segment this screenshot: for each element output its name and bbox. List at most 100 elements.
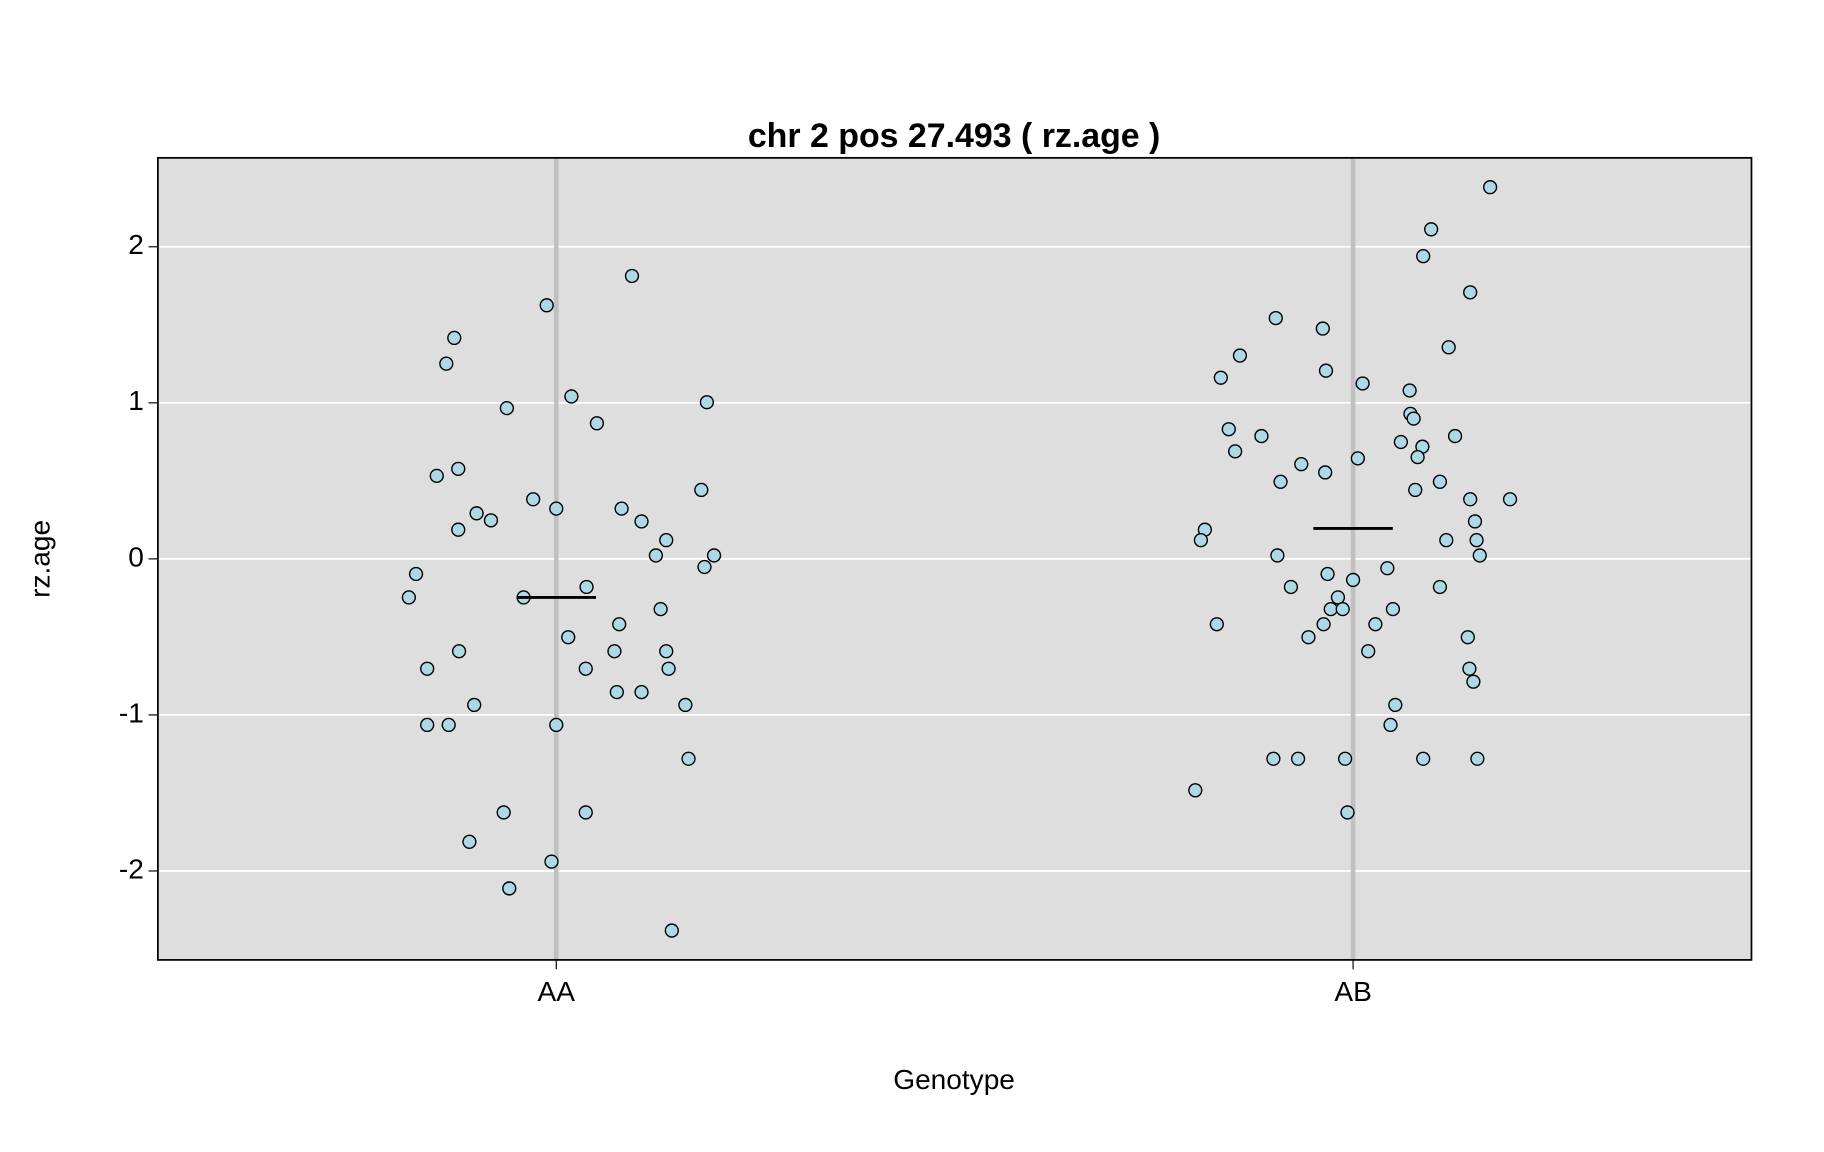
- point: [1318, 465, 1333, 480]
- point: [1467, 514, 1483, 529]
- point: [1410, 449, 1425, 465]
- point: [1368, 617, 1383, 632]
- point: [420, 717, 435, 733]
- point: [1482, 180, 1498, 195]
- point: [499, 401, 515, 416]
- point: [1232, 348, 1248, 363]
- point: [1290, 751, 1306, 766]
- point: [1472, 548, 1487, 563]
- x-tick-label: AB: [1334, 976, 1371, 1007]
- point: [1463, 492, 1478, 507]
- point: [1383, 717, 1398, 733]
- point: [1337, 751, 1353, 766]
- y-tick-label: 1: [128, 385, 144, 416]
- point: [1316, 617, 1331, 632]
- y-tick-label: -2: [119, 853, 144, 884]
- point: [1340, 805, 1355, 820]
- y-tick-label: -1: [119, 697, 144, 728]
- point: [694, 482, 709, 498]
- point: [579, 579, 594, 595]
- point: [697, 559, 712, 575]
- y-axis-label: rz.age: [25, 520, 56, 598]
- point: [1424, 222, 1439, 237]
- point: [1330, 590, 1346, 605]
- point: [1254, 428, 1269, 444]
- point: [1406, 411, 1421, 426]
- point: [1350, 451, 1365, 466]
- point: [1380, 561, 1395, 576]
- point: [624, 268, 640, 284]
- point: [1323, 601, 1338, 617]
- point: [1402, 383, 1417, 398]
- point: [561, 630, 576, 645]
- point: [678, 697, 693, 713]
- point: [1315, 321, 1330, 336]
- point: [1294, 457, 1309, 472]
- point: [634, 514, 649, 529]
- point: [1502, 492, 1518, 507]
- point: [451, 522, 466, 537]
- point: [578, 661, 593, 676]
- point: [634, 685, 649, 700]
- point: [1228, 444, 1243, 459]
- point: [1268, 310, 1283, 326]
- point: [483, 513, 499, 528]
- point: [401, 590, 416, 605]
- point: [429, 468, 444, 483]
- point: [664, 923, 679, 938]
- point: [1283, 579, 1299, 595]
- point: [653, 601, 668, 617]
- point: [659, 533, 674, 548]
- point: [451, 644, 467, 659]
- point: [661, 661, 676, 676]
- point: [706, 548, 722, 563]
- point: [1462, 661, 1477, 676]
- point: [467, 697, 482, 713]
- point: [564, 389, 579, 404]
- point: [1416, 249, 1431, 264]
- point: [1466, 674, 1481, 689]
- point: [607, 644, 622, 659]
- point: [1385, 601, 1401, 617]
- point: [1463, 285, 1478, 300]
- point: [496, 805, 511, 820]
- point: [614, 501, 629, 516]
- point: [1266, 751, 1281, 766]
- chart-title: chr 2 pos 27.493 ( rz.age ): [748, 117, 1161, 155]
- point: [1270, 548, 1285, 563]
- point: [1388, 697, 1403, 713]
- point: [1193, 533, 1209, 548]
- point: [1469, 533, 1484, 548]
- y-tick-label: 0: [128, 541, 144, 572]
- point: [1273, 474, 1288, 489]
- point: [408, 566, 424, 582]
- point: [1320, 566, 1335, 582]
- point: [502, 881, 517, 896]
- point: [1318, 363, 1334, 378]
- point: [699, 395, 715, 410]
- point: [589, 416, 605, 431]
- point: [612, 617, 627, 632]
- point: [451, 461, 466, 476]
- point: [526, 492, 541, 507]
- point: [1470, 751, 1485, 766]
- point: [1335, 601, 1350, 617]
- point: [1447, 428, 1463, 444]
- x-axis-label: Genotype: [893, 1064, 1015, 1095]
- point: [1408, 482, 1423, 498]
- point: [681, 751, 696, 766]
- point: [578, 805, 593, 820]
- y-tick-label: 2: [128, 229, 144, 260]
- point: [1460, 630, 1475, 645]
- point: [441, 717, 456, 733]
- point: [469, 506, 484, 521]
- point: [1301, 630, 1316, 645]
- point: [549, 501, 564, 516]
- point: [1361, 644, 1376, 659]
- point: [1213, 370, 1228, 385]
- point: [1441, 340, 1456, 355]
- point: [1188, 783, 1203, 798]
- point: [439, 356, 454, 371]
